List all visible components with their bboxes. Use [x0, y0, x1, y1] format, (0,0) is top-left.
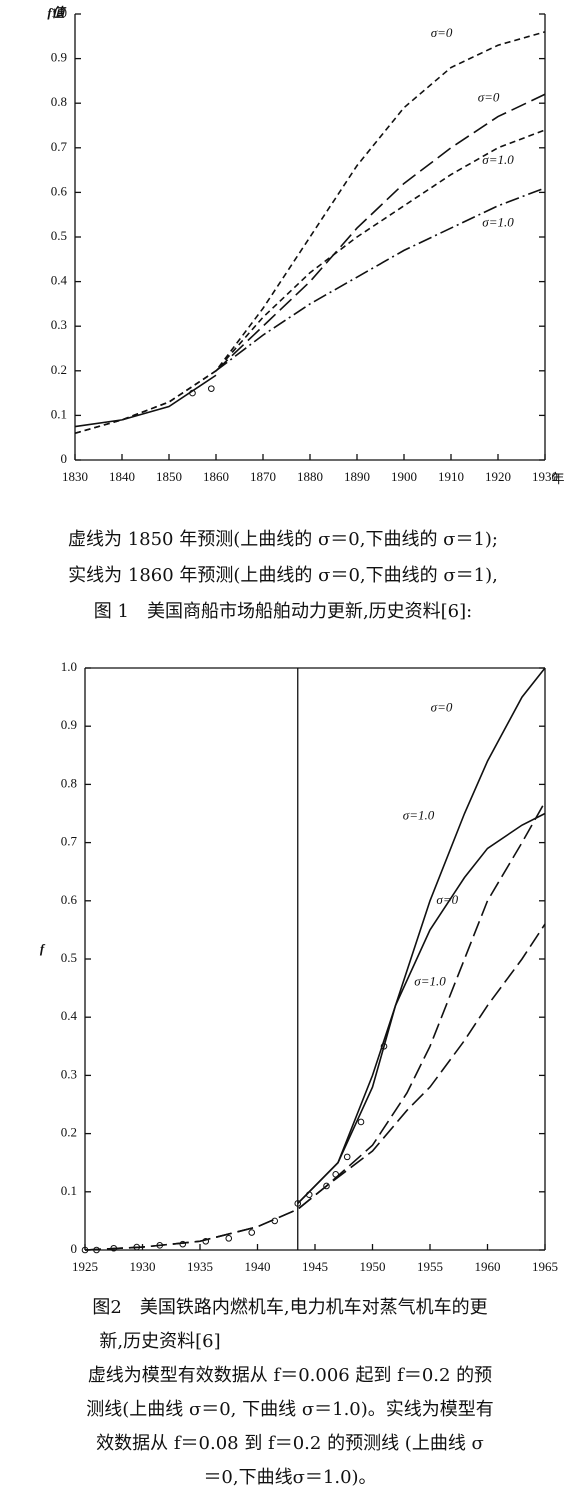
x-tick-label: 1940 — [245, 1259, 271, 1274]
data-point — [110, 1244, 118, 1252]
y-tick-label: 0 — [71, 1241, 78, 1256]
x-tick-label: 1860 — [203, 469, 229, 484]
curve-label: σ=1.0 — [403, 807, 435, 822]
y-tick-label: 0.8 — [51, 94, 67, 109]
curve — [84, 923, 546, 1251]
curve-label: σ=0 — [478, 90, 500, 105]
y-tick-label: 0.2 — [51, 362, 67, 377]
y-tick-label: 0.6 — [61, 892, 78, 907]
y-tick-label: 0.1 — [51, 406, 67, 421]
x-tick-label: 1870 — [250, 469, 276, 484]
data-point — [179, 1240, 187, 1248]
data-point — [357, 1118, 365, 1126]
x-tick-label: 1930 — [130, 1259, 156, 1274]
y-tick-label: 0.9 — [51, 50, 67, 65]
caption-line: 测线(上曲线 σ＝0, 下曲线 σ＝1.0)。实线为模型有 — [86, 1399, 494, 1420]
x-axis-label: 年 — [551, 471, 564, 486]
x-tick-label: 1945 — [302, 1259, 328, 1274]
curve — [74, 31, 546, 435]
caption-line: 新,历史资料[6] — [99, 1331, 220, 1352]
caption-line: 效数据从 f＝0.08 到 f＝0.2 的预测线 (上曲线 σ — [96, 1433, 484, 1454]
y-tick-label: 0.5 — [61, 950, 77, 965]
data-point — [202, 1237, 210, 1245]
x-tick-label: 1890 — [344, 469, 370, 484]
data-point — [271, 1217, 279, 1225]
x-tick-label: 1965 — [532, 1259, 558, 1274]
curve — [74, 129, 546, 435]
curve — [74, 374, 217, 428]
y-tick-label: 1.0 — [51, 5, 67, 20]
x-tick-label: 1850 — [156, 469, 182, 484]
curve — [297, 667, 546, 1205]
y-tick-label: 0.8 — [61, 775, 77, 790]
data-point — [81, 1246, 89, 1254]
curve-label: σ=0 — [436, 892, 458, 907]
caption-line: 虚线为模型有效数据从 f＝0.006 起到 f＝0.2 的预 — [88, 1365, 492, 1386]
data-point — [305, 1191, 313, 1199]
x-tick-label: 1830 — [62, 469, 88, 484]
y-tick-label: 0.7 — [51, 139, 68, 154]
x-tick-label: 1925 — [72, 1259, 98, 1274]
y-tick-label: 0.3 — [61, 1066, 77, 1081]
data-point — [380, 1043, 388, 1050]
x-tick-label: 1900 — [391, 469, 417, 484]
y-axis-label: f — [40, 941, 46, 956]
y-tick-label: 0.6 — [51, 183, 68, 198]
data-point — [156, 1242, 164, 1249]
data-point — [133, 1243, 141, 1251]
x-tick-label: 1930 — [532, 469, 558, 484]
x-tick-label: 1840 — [109, 469, 135, 484]
x-tick-label: 1950 — [360, 1259, 386, 1274]
data-point — [225, 1235, 233, 1242]
x-tick-label: 1960 — [475, 1259, 501, 1274]
curve-label: σ=1.0 — [414, 973, 446, 988]
curve — [297, 812, 546, 1205]
caption-line: 虚线为 1850 年预测(上曲线的 σ＝0,下曲线的 σ＝1); — [68, 529, 498, 550]
y-tick-label: 1.0 — [61, 659, 77, 674]
y-tick-label: 0.7 — [61, 834, 78, 849]
curve — [215, 93, 546, 372]
x-tick-label: 1920 — [485, 469, 511, 484]
curve — [84, 801, 546, 1251]
caption-line: ＝0,下曲线σ＝1.0)。 — [203, 1467, 376, 1488]
data-point — [323, 1182, 330, 1190]
caption-line: 实线为 1860 年预测(上曲线的 σ＝0,下曲线的 σ＝1), — [68, 565, 498, 586]
data-point — [332, 1171, 340, 1178]
curve — [215, 187, 546, 372]
data-point — [294, 1200, 302, 1207]
y-tick-label: 0.4 — [61, 1008, 78, 1023]
x-tick-label: 1910 — [438, 469, 464, 484]
y-tick-label: 0.1 — [61, 1183, 77, 1198]
curve-label: σ=1.0 — [482, 152, 514, 167]
data-point — [248, 1229, 256, 1236]
y-tick-label: 0.2 — [61, 1125, 77, 1140]
x-tick-label: 1935 — [187, 1259, 213, 1274]
data-point — [93, 1246, 100, 1254]
x-tick-label: 1955 — [417, 1259, 443, 1274]
y-tick-label: 0.4 — [51, 273, 68, 288]
y-axis-label: f值 — [47, 5, 66, 20]
curve-label: σ=1.0 — [482, 215, 514, 230]
y-tick-label: 0.9 — [61, 717, 77, 732]
data-point — [208, 385, 215, 392]
data-point — [189, 389, 196, 397]
y-tick-label: 0.5 — [51, 228, 67, 243]
curve-label: σ=0 — [431, 700, 453, 715]
y-tick-label: 0.3 — [51, 317, 67, 332]
x-tick-label: 1880 — [297, 469, 323, 484]
y-tick-label: 0 — [61, 451, 68, 466]
data-point — [343, 1153, 351, 1161]
caption-line: 图 1 美国商船市场船舶动力更新,历史资料[6]: — [94, 601, 472, 622]
caption-line: 图2 美国铁路内燃机车,电力机车对蒸气机车的更 — [92, 1297, 487, 1318]
curve-label: σ=0 — [431, 25, 453, 40]
